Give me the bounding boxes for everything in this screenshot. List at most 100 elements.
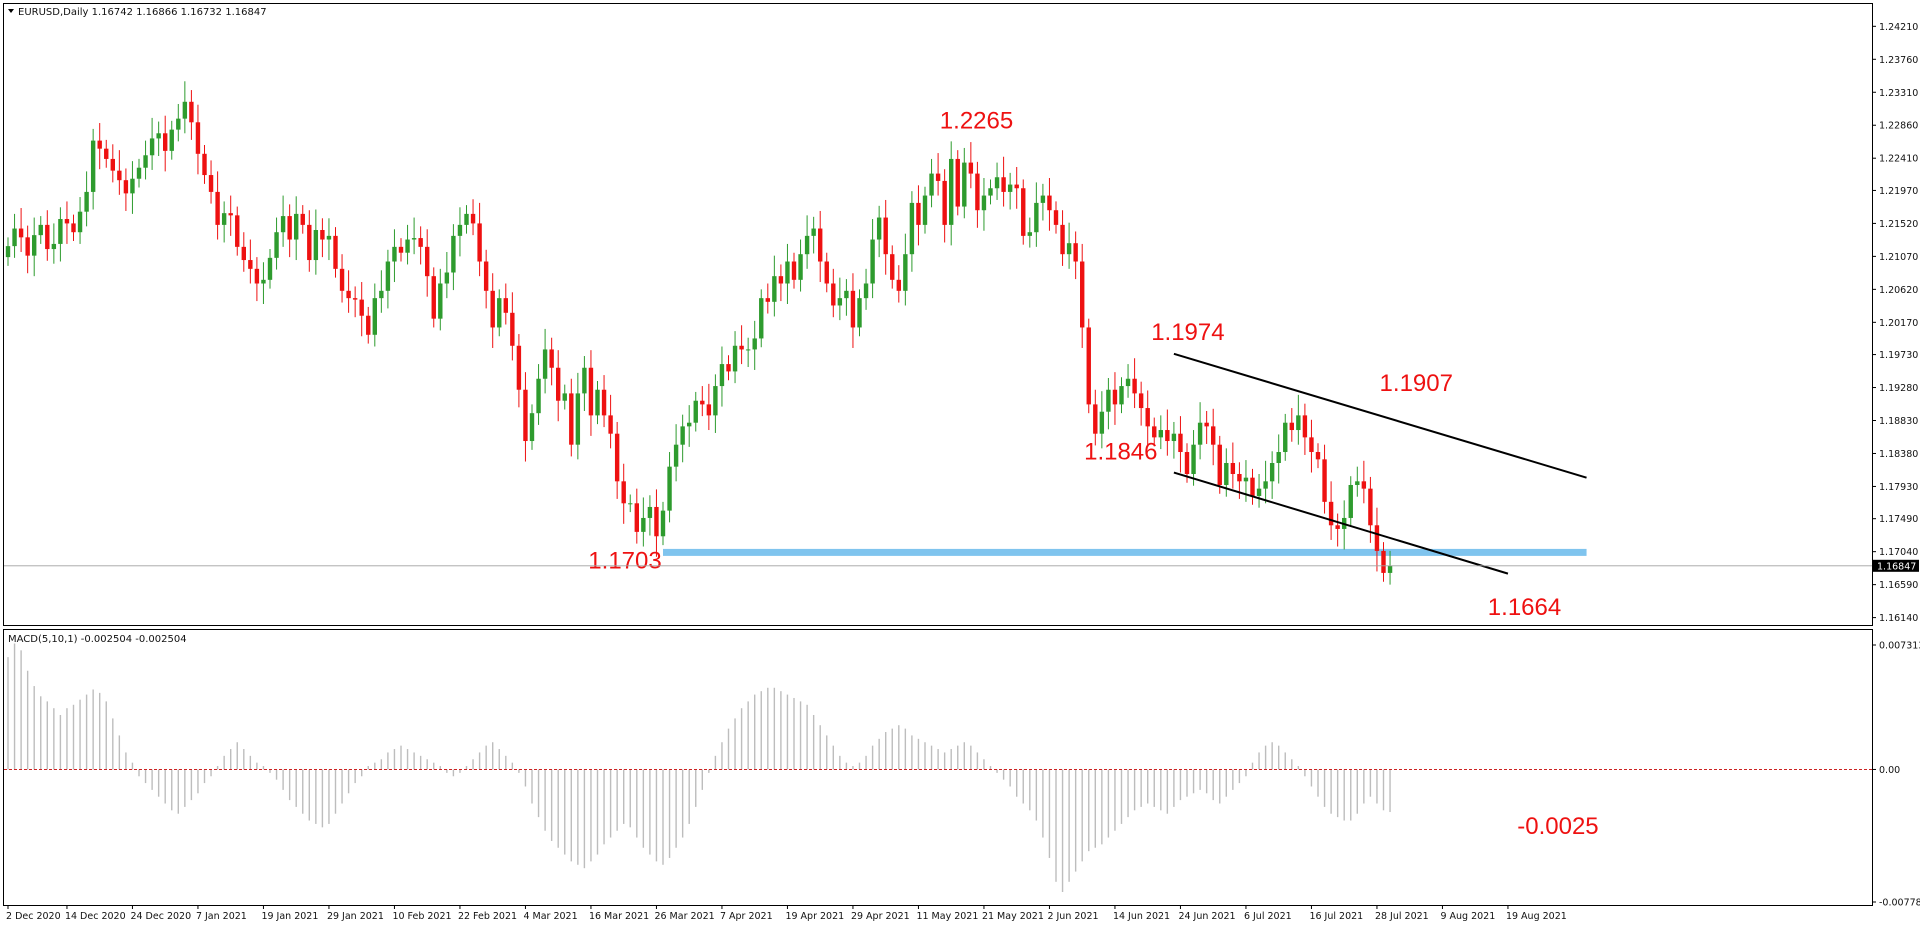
candle-body xyxy=(97,140,102,149)
candle-body xyxy=(1381,550,1386,573)
candle-body xyxy=(490,290,495,328)
candle-body xyxy=(1073,243,1078,262)
candle-body xyxy=(71,223,76,233)
candle-body xyxy=(1230,463,1236,474)
candle-body xyxy=(582,367,587,394)
candle-body xyxy=(1086,327,1091,405)
candle-body xyxy=(1040,195,1046,203)
time-tick-label: 24 Jun 2021 xyxy=(1178,911,1235,922)
time-tick-label: 7 Apr 2021 xyxy=(720,911,773,922)
candle-body xyxy=(1361,481,1367,489)
candle-body xyxy=(326,235,332,240)
price-tick-label: 1.16590 xyxy=(1879,580,1918,591)
price-tick-label: 1.20170 xyxy=(1879,318,1918,329)
price-tick-label: 1.21520 xyxy=(1879,219,1918,230)
candle-body xyxy=(1322,459,1327,502)
candle-body xyxy=(1132,378,1137,394)
candle-body xyxy=(1138,393,1144,409)
candle-body xyxy=(890,254,895,280)
candle-body xyxy=(366,315,371,335)
candle-body xyxy=(673,444,679,467)
candle-body xyxy=(608,415,613,434)
candle-body xyxy=(444,272,450,284)
candle-body xyxy=(1243,477,1249,482)
support-line xyxy=(663,548,1587,556)
candle-body xyxy=(994,177,1000,189)
time-tick-label: 16 Jul 2021 xyxy=(1309,911,1363,922)
price-tick-label: 1.17930 xyxy=(1879,482,1918,493)
candle-body xyxy=(1263,481,1268,489)
candle-body xyxy=(647,506,653,518)
candle-body xyxy=(628,503,633,505)
candlestick-series xyxy=(5,81,1393,585)
candle-body xyxy=(189,101,194,123)
candle-body xyxy=(1145,408,1150,427)
time-tick-label: 24 Dec 2020 xyxy=(130,911,191,922)
price-annotation: 1.1907 xyxy=(1380,370,1453,397)
candle-body xyxy=(1047,195,1052,211)
candle-body xyxy=(765,298,770,302)
candle-body xyxy=(1289,422,1294,431)
price-tick-label: 1.23760 xyxy=(1879,55,1918,66)
candle-body xyxy=(372,298,377,335)
candle-body xyxy=(981,195,987,211)
candle-body xyxy=(438,283,443,319)
candle-body xyxy=(228,213,233,216)
candle-body xyxy=(726,364,731,372)
candle-body xyxy=(1184,452,1190,474)
collapse-triangle-icon[interactable] xyxy=(8,9,14,13)
candle-body xyxy=(1171,433,1177,442)
candle-body xyxy=(359,299,364,316)
time-tick-label: 29 Jan 2021 xyxy=(327,911,384,922)
time-tick-label: 22 Feb 2021 xyxy=(458,911,517,922)
candle-body xyxy=(1007,184,1013,192)
time-tick-label: 2 Jun 2021 xyxy=(1047,911,1098,922)
candle-body xyxy=(818,228,823,262)
time-tick-label: 9 Aug 2021 xyxy=(1440,911,1495,922)
candle-body xyxy=(778,276,784,284)
price-tick-label: 1.18380 xyxy=(1879,449,1918,460)
price-tick-label: 1.23310 xyxy=(1879,88,1918,99)
candle-body xyxy=(837,298,843,306)
candle-body xyxy=(595,389,600,416)
time-tick-label: 14 Jun 2021 xyxy=(1113,911,1170,922)
candle-body xyxy=(654,506,659,537)
price-annotation: 1.1703 xyxy=(588,547,661,574)
candle-body xyxy=(294,213,299,240)
candle-body xyxy=(1211,426,1216,445)
candle-body xyxy=(791,261,797,280)
candle-body xyxy=(32,235,37,256)
candle-body xyxy=(1027,232,1032,236)
candle-body xyxy=(687,422,692,427)
candle-body xyxy=(752,338,757,350)
candle-body xyxy=(1368,488,1373,526)
candle-body xyxy=(1197,422,1203,445)
candle-body xyxy=(405,239,410,253)
candle-body xyxy=(556,367,561,401)
price-axis: 1.24210 1.23760 1.23310 1.22860 1.22410 1.219… xyxy=(1872,22,1918,624)
candle-body xyxy=(457,224,463,236)
price-annotation: 1.1664 xyxy=(1488,594,1561,621)
macd-histogram: 0.007313 0.00 -0.007787 xyxy=(4,641,1920,909)
candle-body xyxy=(1165,430,1170,442)
time-tick-label: 28 Jul 2021 xyxy=(1375,911,1429,922)
candle-body xyxy=(136,167,142,179)
candle-body xyxy=(1315,452,1321,460)
candle-body xyxy=(58,219,63,244)
candle-body xyxy=(523,389,528,442)
candle-body xyxy=(1060,224,1065,255)
candle-body xyxy=(385,261,391,291)
candle-body xyxy=(949,158,954,225)
candle-body xyxy=(1152,426,1157,438)
candle-body xyxy=(1001,177,1006,192)
candle-body xyxy=(339,268,345,291)
candle-body xyxy=(850,290,856,328)
price-tick-label: 1.16140 xyxy=(1879,613,1918,624)
price-panel-frame xyxy=(3,3,1873,626)
candle-body xyxy=(798,254,803,280)
candle-body xyxy=(221,213,227,225)
candle-body xyxy=(425,246,430,277)
candle-body xyxy=(1237,473,1242,482)
candle-body xyxy=(700,400,705,405)
